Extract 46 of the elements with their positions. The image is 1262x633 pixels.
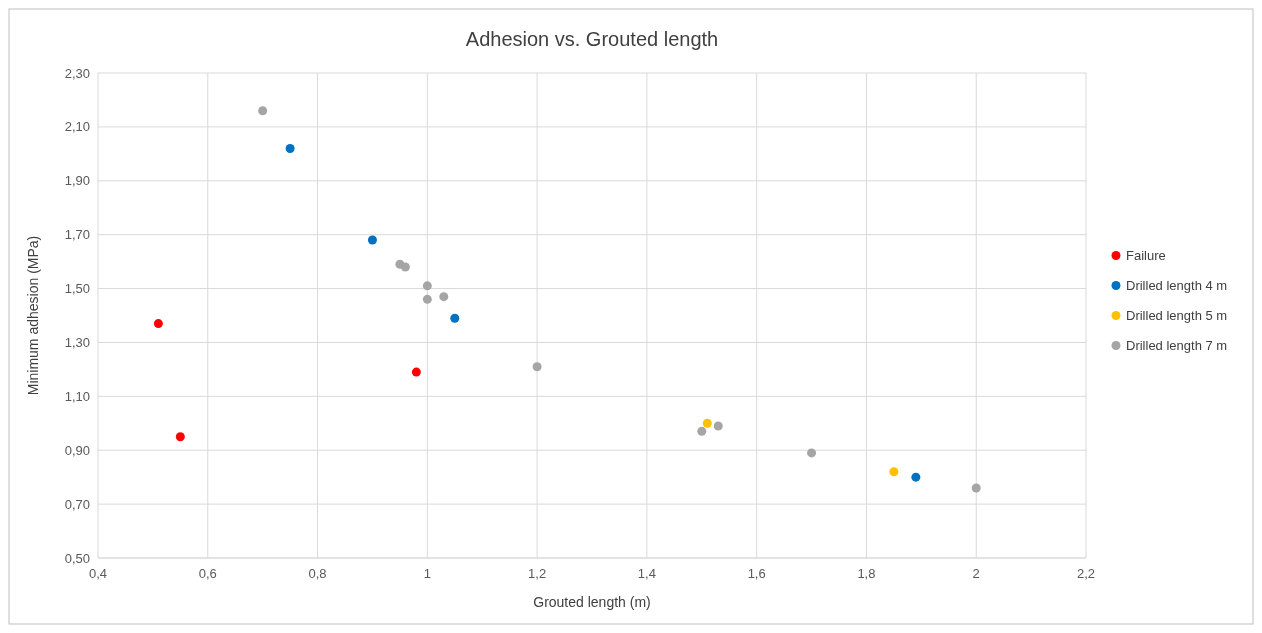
point <box>713 421 723 431</box>
point <box>971 483 981 493</box>
point <box>153 319 163 329</box>
point <box>175 432 185 442</box>
x-tick-label: 1,4 <box>637 566 656 581</box>
y-tick-label: 2,10 <box>64 119 90 135</box>
y-tick-label: 1,30 <box>64 334 90 350</box>
legend-label: Failure <box>1126 248 1166 264</box>
x-tick-label: 1,2 <box>528 566 547 581</box>
x-tick-label: 1 <box>423 566 431 581</box>
point <box>258 106 268 116</box>
y-tick-label: 1,50 <box>64 281 90 297</box>
y-tick-label: 1,70 <box>64 227 90 243</box>
point <box>411 367 421 377</box>
x-tick-label: 1,6 <box>747 566 766 581</box>
y-tick-label: 2,30 <box>64 65 90 81</box>
y-axis-title: Minimum adhesion (MPa) <box>25 235 41 396</box>
legend-label: Drilled length 7 m <box>1126 338 1228 354</box>
legend-label: Drilled length 4 m <box>1126 278 1228 294</box>
point <box>285 143 295 153</box>
x-tick-label: 0,4 <box>88 566 108 581</box>
x-tick-label: 0,6 <box>198 566 217 581</box>
point <box>450 313 460 323</box>
y-tick-label: 0,70 <box>64 496 90 512</box>
y-tick-label: 0,90 <box>64 442 90 458</box>
y-tick-label: 1,10 <box>64 388 90 404</box>
x-axis-title: Grouted length (m) <box>533 594 651 610</box>
point <box>697 426 707 436</box>
x-tick-label: 2 <box>972 566 980 581</box>
legend-label: Drilled length 5 m <box>1126 308 1228 324</box>
x-tick-label: 1,8 <box>857 566 876 581</box>
point <box>911 472 921 482</box>
x-tick-label: 2,2 <box>1076 566 1096 581</box>
chart-title: Adhesion vs. Grouted length <box>465 28 719 50</box>
point <box>422 294 432 304</box>
point <box>422 281 432 291</box>
point <box>367 235 377 245</box>
point <box>532 362 542 372</box>
point <box>439 292 449 302</box>
x-tick-label: 0,8 <box>308 566 327 581</box>
point <box>702 418 712 428</box>
y-tick-label: 1,90 <box>64 173 90 189</box>
point <box>889 467 899 477</box>
point <box>400 262 410 272</box>
y-tick-label: 0,50 <box>64 550 90 566</box>
point <box>807 448 817 458</box>
